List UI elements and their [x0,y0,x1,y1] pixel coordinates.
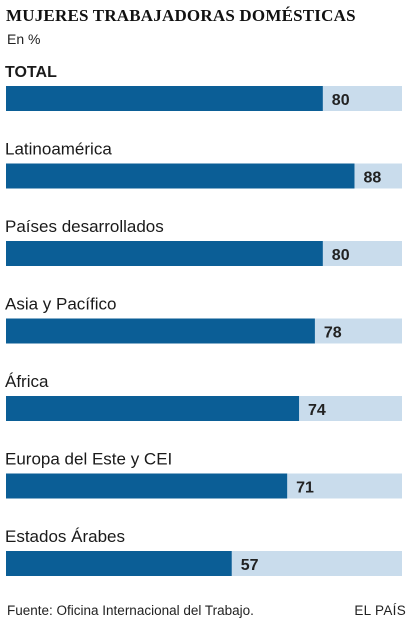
bar-latinoamerica [6,163,355,189]
bar-estados-arabes [6,551,232,576]
value-label-africa: 74 [308,402,326,419]
value-label-europa-del-este-y-cei: 71 [296,480,314,497]
category-label-paises-desarrollados: Países desarrollados [5,217,164,236]
category-label-total: TOTAL [5,64,57,81]
chart-subtitle: En % [7,31,41,47]
value-label-latinoamerica: 88 [363,170,381,187]
value-label-asia-y-pacifico: 78 [324,325,342,342]
bar-total [6,86,323,111]
category-label-asia-y-pacifico: Asia y Pacífico [5,295,117,314]
category-label-europa-del-este-y-cei: Europa del Este y CEI [5,450,172,469]
bar-paises-desarrollados [6,241,323,266]
category-label-estados-arabes: Estados Árabes [5,527,125,546]
bar-asia-y-pacifico [6,318,315,344]
value-label-paises-desarrollados: 80 [332,247,350,264]
publisher-logo: EL PAÍS [354,603,406,618]
value-label-total: 80 [332,92,350,109]
bar-europa-del-este-y-cei [6,473,288,499]
chart-title: MUJERES TRABAJADORAS DOMÉSTICAS [6,6,356,25]
category-label-africa: África [5,372,49,391]
bar-africa [6,396,300,421]
source-note: Fuente: Oficina Internacional del Trabaj… [7,603,254,618]
value-label-estados-arabes: 57 [241,557,259,574]
category-label-latinoamerica: Latinoamérica [5,140,112,159]
